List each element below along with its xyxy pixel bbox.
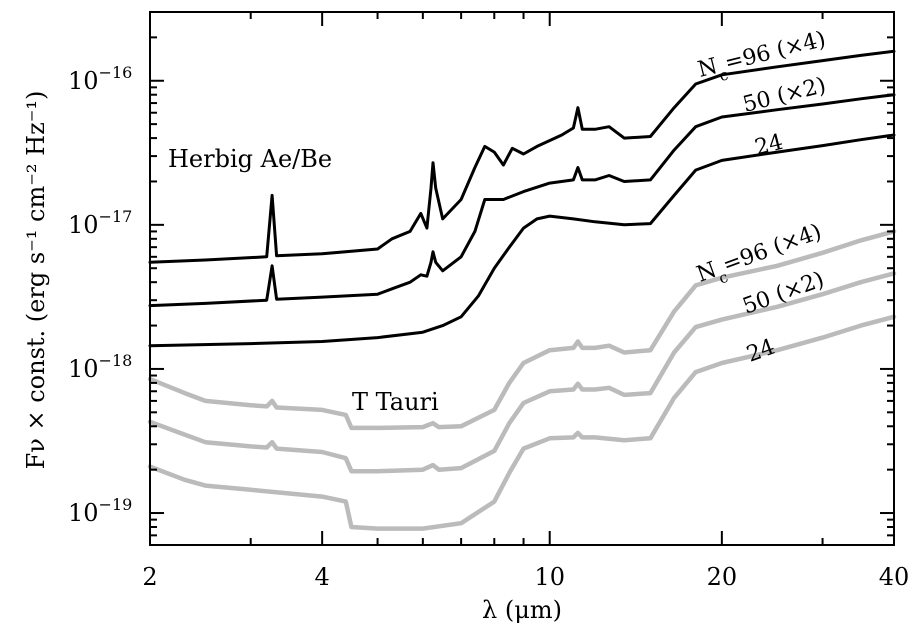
ttauri-label: T Tauri	[352, 388, 439, 416]
herbig-annotation-24: 24	[752, 130, 785, 161]
y-tick-label: 10−18	[68, 351, 132, 383]
y-axis-title: Fν × const. (erg s⁻¹ cm⁻² Hz⁻¹)	[22, 91, 50, 470]
ttauri-annotation-24: 24	[744, 335, 779, 368]
y-tick-label: 10−19	[68, 495, 132, 527]
x-tick-label: 20	[707, 563, 738, 591]
series-line-2	[148, 93, 896, 308]
series-line-5	[147, 271, 897, 474]
plot-frame	[149, 11, 895, 546]
herbig-label: Herbig Ae/Be	[168, 145, 332, 173]
series-line-6	[147, 314, 897, 531]
x-axis-title: λ (μm)	[482, 596, 562, 624]
series-layer	[147, 49, 897, 531]
series-line-1	[148, 49, 896, 264]
y-tick-label: 10−17	[68, 207, 132, 239]
series-line-4	[147, 229, 897, 431]
series-line-3	[148, 133, 896, 348]
x-tick-label: 10	[534, 563, 565, 591]
x-tick-label: 2	[142, 563, 157, 591]
ttauri-annotation-50: 50 (×2)	[740, 267, 828, 319]
y-tick-label: 10−16	[68, 63, 132, 95]
x-tick-label: 4	[315, 563, 330, 591]
herbig-annotation-50: 50 (×2)	[740, 73, 828, 118]
x-tick-label: 40	[879, 563, 910, 591]
